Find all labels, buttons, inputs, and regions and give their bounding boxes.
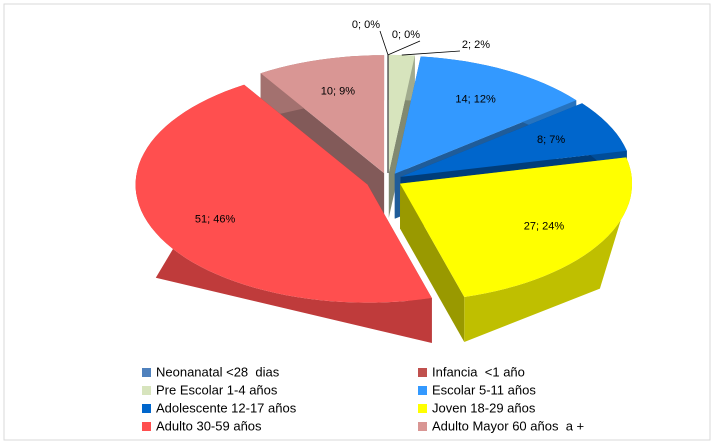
legend-label: Adulto Mayor 60 años a + xyxy=(432,418,584,433)
legend-swatch xyxy=(142,386,151,395)
data-label: 27; 24% xyxy=(524,221,565,233)
legend-swatch xyxy=(418,422,427,431)
data-label: 14; 12% xyxy=(455,93,496,105)
legend-label: Adulto 30-59 años xyxy=(156,418,262,433)
leader-line xyxy=(379,30,389,56)
legend-label: Escolar 5-11 años xyxy=(432,382,536,397)
legend-swatch xyxy=(142,404,151,413)
slice xyxy=(135,84,432,303)
slice xyxy=(260,55,385,174)
data-label: 2; 2% xyxy=(462,39,490,51)
data-label: 0; 0% xyxy=(392,29,420,41)
slice xyxy=(400,157,632,297)
slice xyxy=(388,54,415,173)
legend-swatch xyxy=(418,386,427,395)
legend-label: Infancia <1 año xyxy=(432,364,525,379)
legend-swatch xyxy=(142,422,151,431)
leader-line xyxy=(387,40,421,56)
legend-label: Neonanatal <28 dias xyxy=(156,364,280,379)
legend-swatch xyxy=(418,368,427,377)
data-label: 10; 9% xyxy=(321,85,355,97)
slice-side xyxy=(464,157,632,342)
leader-line xyxy=(401,50,461,56)
legend-label: Joven 18-29 años xyxy=(432,400,536,415)
legend-swatch xyxy=(418,404,427,413)
data-label: 0; 0% xyxy=(352,19,380,31)
slice xyxy=(400,103,627,177)
legend-label: Pre Escolar 1-4 años xyxy=(156,382,278,397)
data-label: 51; 46% xyxy=(195,213,236,225)
legend-swatch xyxy=(142,368,151,377)
legend-label: Adolescente 12-17 años xyxy=(156,400,297,415)
slice xyxy=(394,56,577,174)
slice-side xyxy=(400,183,465,343)
data-label: 8; 7% xyxy=(537,134,565,146)
